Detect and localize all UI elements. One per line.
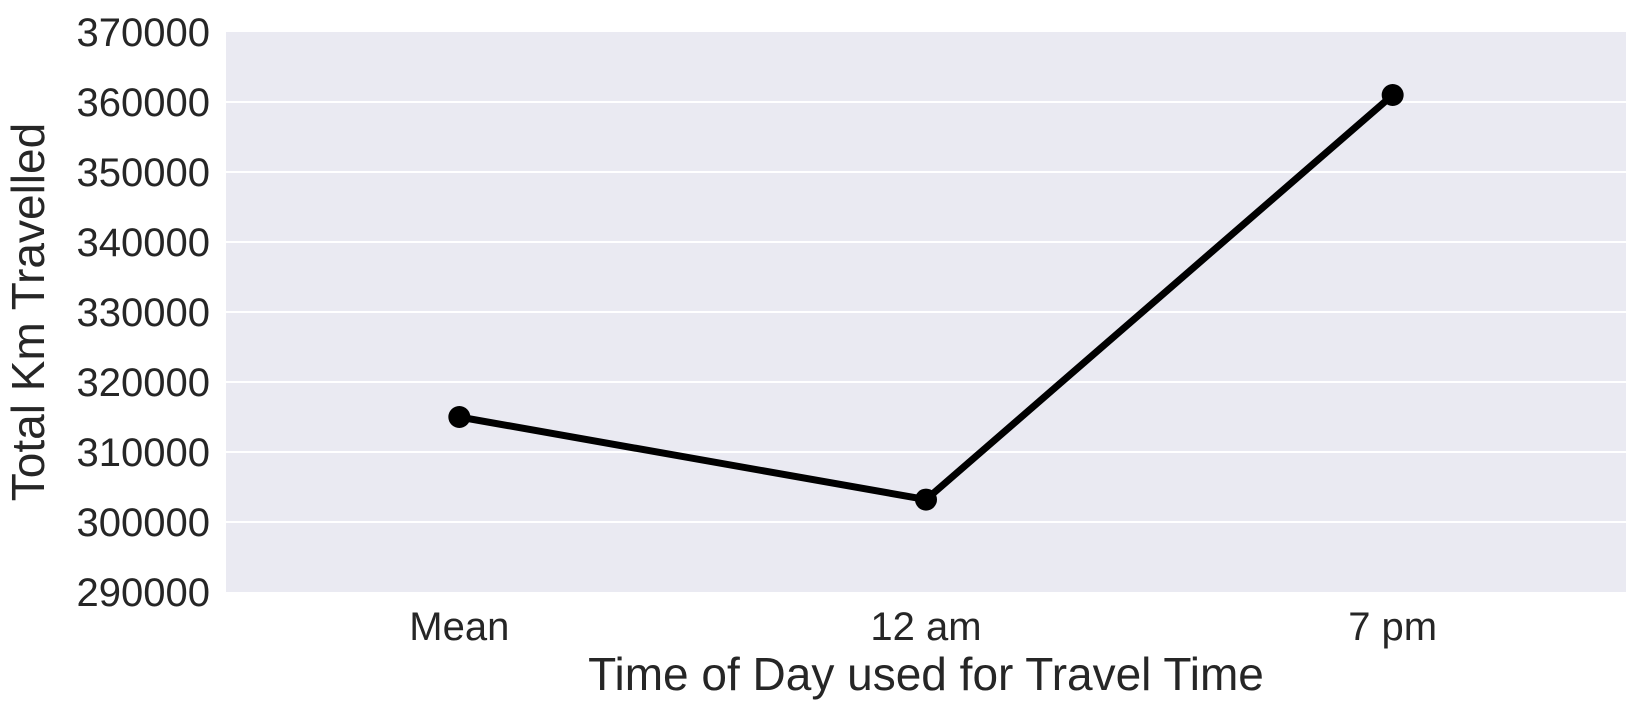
- y-tick-label: 360000: [77, 81, 210, 125]
- series: [448, 84, 1404, 511]
- x-tick-label: Mean: [409, 605, 509, 649]
- y-axis-title: Total Km Travelled: [2, 123, 54, 501]
- y-tick-label: 330000: [77, 291, 210, 335]
- data-point: [1381, 84, 1404, 106]
- y-tick-label: 310000: [77, 431, 210, 475]
- y-tick-label: 370000: [77, 11, 210, 55]
- x-axis-ticks: Mean 12 am 7 pm: [409, 605, 1437, 649]
- x-tick-label: 7 pm: [1348, 605, 1437, 649]
- y-tick-label: 320000: [77, 361, 210, 405]
- data-point: [915, 488, 937, 511]
- y-tick-label: 290000: [77, 571, 210, 615]
- x-tick-label: 12 am: [870, 605, 981, 649]
- data-point: [448, 406, 471, 428]
- y-tick-label: 350000: [77, 151, 210, 195]
- y-tick-label: 340000: [77, 221, 210, 265]
- y-axis-ticks: 290000 300000 310000 320000 330000 340000 3500…: [77, 11, 210, 615]
- x-axis-title: Time of Day used for Travel Time: [588, 648, 1264, 700]
- y-tick-label: 300000: [77, 501, 210, 545]
